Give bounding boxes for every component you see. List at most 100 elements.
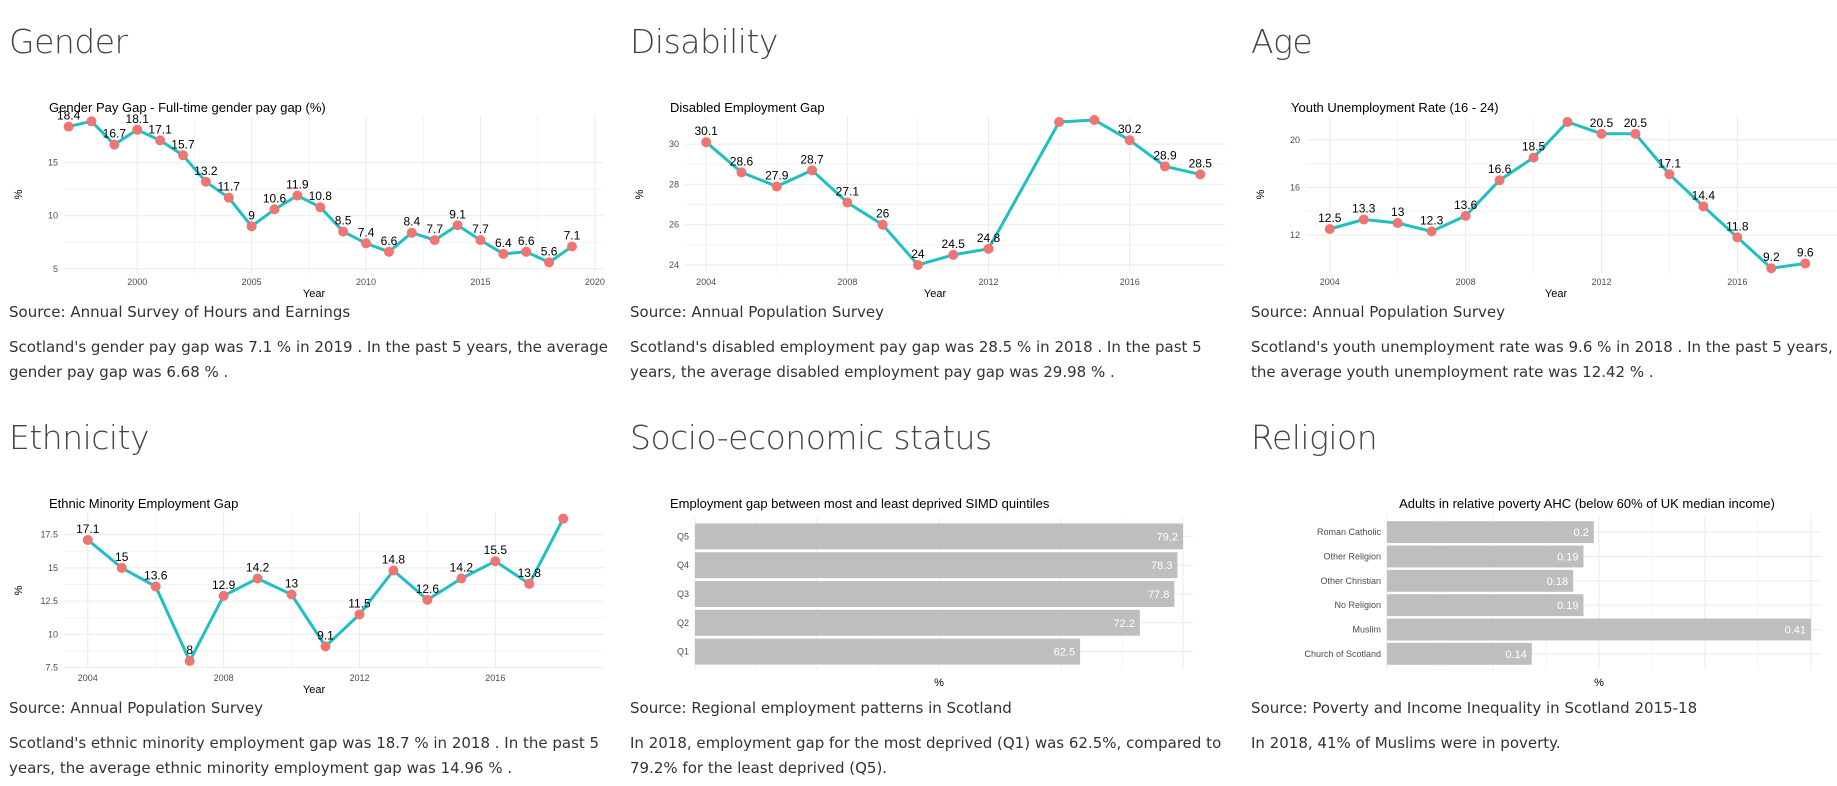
data-point [252,573,263,584]
simd-employment-gap-chart: Employment gap between most and least de… [670,496,1193,689]
data-label: 16.7 [103,127,127,141]
data-label: 11.8 [1726,219,1749,233]
data-label: 9.1 [449,207,466,221]
data-point [736,167,747,178]
data-point [1630,128,1641,139]
y-tick-label: 17.5 [40,530,58,540]
y-tick-label: 28 [669,179,679,189]
series-line [705,118,1201,267]
data-label: 7.4 [358,225,375,239]
category-label: Q4 [677,560,689,570]
x-axis-label: Year [303,684,326,694]
data-point [524,578,535,589]
chart-title: Youth Unemployment Rate (16 - 24) [1291,100,1499,115]
data-label: 6.4 [495,236,512,250]
y-tick-label: 10 [48,211,58,221]
y-tick-label: 26 [669,220,679,230]
data-point [354,609,365,620]
data-point [1732,232,1743,243]
source-text: Source: Annual Population Survey [9,699,264,717]
data-point [558,513,569,524]
y-tick-label: 15 [48,563,58,573]
data-point [200,176,211,187]
section-title: Socio-economic status [630,418,992,457]
data-label: 24 [911,247,925,261]
data-point [771,181,782,192]
category-label: Q3 [677,589,689,599]
data-label: 9.6 [1797,245,1814,259]
data-label: 17.1 [76,522,100,536]
data-point [286,589,297,600]
bar-value-label: 79.2 [1157,531,1178,543]
gender-pay-gap-chart: Gender Pay Gap - Full-time gender pay ga… [13,100,605,298]
data-label: 18.5 [1522,140,1546,154]
data-point [1392,218,1403,229]
data-point [1800,258,1811,269]
data-label: 12.6 [416,582,440,596]
data-label: 28.9 [1153,148,1177,162]
data-point [877,219,888,230]
panel-gender: Gender Gender Pay Gap - Full-time gender… [9,18,609,385]
section-title: Age [1251,22,1313,61]
data-point [177,150,188,161]
summary-value: 28.5 % [978,338,1032,356]
y-tick-label: 12.5 [40,596,58,606]
data-label: 8 [186,643,193,657]
data-point [1596,128,1607,139]
x-tick-label: 2012 [979,277,999,287]
data-point [338,226,349,237]
x-tick-label: 2005 [242,277,262,287]
data-point [544,257,555,268]
x-tick-label: 2010 [356,277,376,287]
data-label: 11.5 [348,596,371,610]
x-axis-label: Year [303,288,326,298]
data-label: 5.6 [541,244,558,258]
data-point [1358,214,1369,225]
data-point [132,124,143,135]
data-point [86,116,97,127]
data-label: 14.2 [246,561,270,575]
y-axis-label: % [634,189,646,199]
section-title: Religion [1251,418,1378,457]
y-tick-label: 16 [1290,182,1300,192]
data-label: 14.2 [450,561,474,575]
panel-religion: Religion Adults in relative poverty AHC … [1251,414,1837,756]
data-label: 13.8 [518,566,542,580]
data-label: 14.8 [382,553,406,567]
data-label: 8.4 [403,215,420,229]
summary-value: 6.68 % [166,363,219,381]
category-label: Church of Scotland [1304,649,1381,659]
data-point [701,137,712,148]
bar-value-label: 72.2 [1113,618,1134,630]
bar [695,552,1178,579]
data-label: 9.2 [1763,250,1780,264]
relative-poverty-chart: Adults in relative poverty AHC (below 60… [1304,496,1821,689]
data-point [1460,210,1471,221]
x-tick-label: 2000 [127,277,147,287]
data-label: 28.7 [800,152,824,166]
data-label: 7.1 [564,228,581,242]
chart-title: Gender Pay Gap - Full-time gender pay ga… [49,100,326,115]
data-point [292,190,303,201]
data-point [1054,117,1065,128]
data-point [150,581,161,592]
data-label: 26 [876,207,890,221]
x-tick-label: 2016 [1727,277,1747,287]
ethnic-minority-gap-chart: Ethnic Minority Employment Gap 2004 2008 20… [13,496,604,694]
data-point [429,235,440,246]
data-label: 24.5 [942,237,966,251]
x-tick-label: 2008 [214,673,234,683]
bar [1387,594,1584,617]
summary-text: In 2018, 41% of Muslims were in poverty. [1251,734,1561,752]
data-label: 13.6 [1454,198,1478,212]
summary-value: 9.6 % [1568,338,1612,356]
data-label: 11.9 [286,178,309,192]
data-point [1195,169,1206,180]
bar [1387,618,1811,641]
data-label: 30.2 [1118,122,1142,136]
data-point [223,192,234,203]
bar [1387,521,1594,544]
data-point [406,227,417,238]
chart-title: Disabled Employment Gap [670,100,825,115]
data-point [1528,152,1539,163]
